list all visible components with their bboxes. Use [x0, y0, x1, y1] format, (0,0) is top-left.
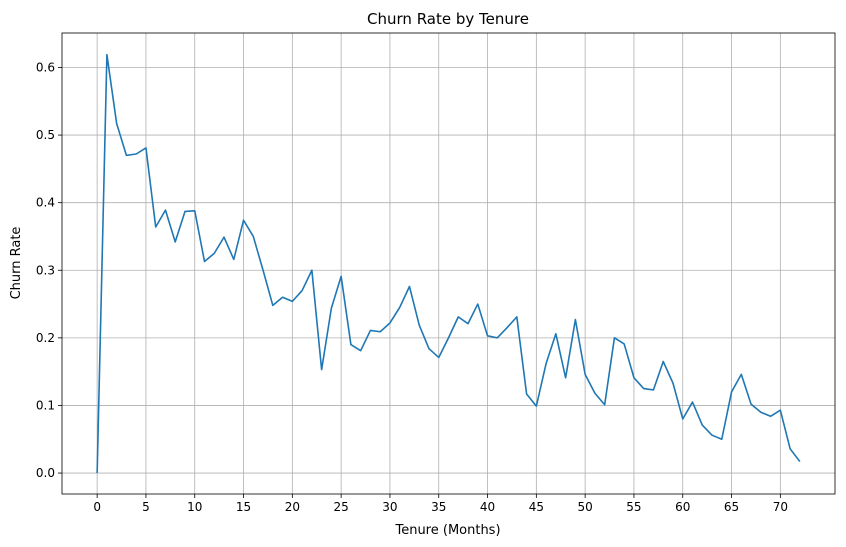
x-tick-label: 20 — [285, 500, 300, 514]
x-tick-label: 45 — [529, 500, 544, 514]
x-axis-ticks: 0 5 10 15 20 25 30 35 40 45 50 55 60 65 70 — [93, 494, 788, 514]
x-axis-label: Tenure (Months) — [394, 523, 500, 538]
y-tick-label: 0.3 — [36, 263, 55, 277]
plot-area-frame — [61, 32, 836, 495]
x-tick-label: 10 — [187, 500, 202, 514]
x-tick-label: 55 — [626, 500, 641, 514]
x-tick-label: 35 — [431, 500, 446, 514]
chart-title: Churn Rate by Tenure — [367, 10, 529, 28]
x-tick-label: 0 — [93, 500, 101, 514]
x-tick-label: 60 — [675, 500, 690, 514]
x-tick-label: 25 — [333, 500, 348, 514]
x-tick-label: 70 — [773, 500, 788, 514]
y-tick-label: 0.4 — [36, 196, 55, 210]
y-axis-label: Churn Rate — [9, 227, 24, 300]
y-axis-ticks: 0.0 0.1 0.2 0.3 0.4 0.5 0.6 — [36, 60, 62, 480]
y-tick-label: 0.6 — [36, 60, 55, 74]
x-tick-label: 40 — [480, 500, 495, 514]
x-tick-label: 65 — [724, 500, 739, 514]
x-tick-label: 5 — [142, 500, 150, 514]
y-tick-label: 0.2 — [36, 331, 55, 345]
y-tick-label: 0.0 — [36, 466, 55, 480]
churn-rate-series-line — [96, 53, 801, 474]
x-tick-label: 50 — [578, 500, 593, 514]
x-tick-label: 15 — [236, 500, 251, 514]
x-tick-label: 30 — [382, 500, 397, 514]
y-tick-label: 0.1 — [36, 398, 55, 412]
y-tick-label: 0.5 — [36, 128, 55, 142]
